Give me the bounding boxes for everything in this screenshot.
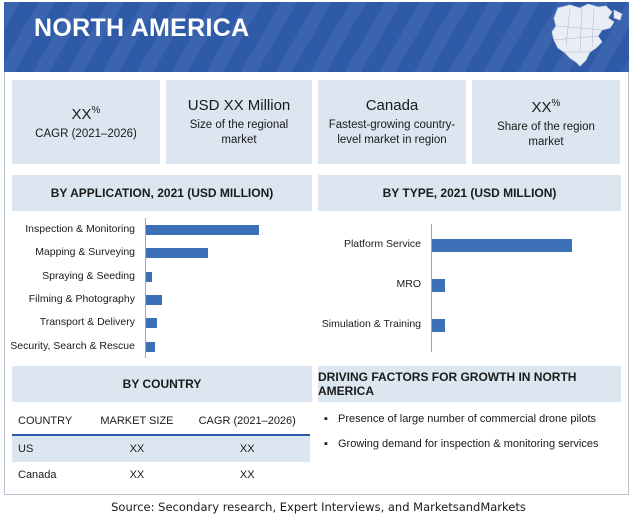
- factor-text: Growing demand for inspection & monitori…: [338, 438, 599, 450]
- application-bar: [146, 341, 155, 352]
- application-bar: [146, 248, 208, 259]
- cagr-card: XX% CAGR (2021–2026): [12, 80, 160, 164]
- type-bar: [432, 238, 572, 252]
- application-category-label: Mapping & Surveying: [35, 246, 135, 259]
- list-item: ▪ Presence of large number of commercial …: [324, 412, 637, 427]
- type-section-title: BY TYPE, 2021 (USD MILLION): [318, 175, 621, 211]
- market-size-value: USD XX Million: [187, 96, 291, 114]
- region-header: NORTH AMERICA: [4, 2, 629, 72]
- header-pattern: [4, 2, 629, 72]
- country-section-title: BY COUNTRY: [12, 366, 312, 402]
- list-item: ▪ Growing demand for inspection & monitor…: [324, 437, 637, 452]
- cagr-cell: XX: [184, 435, 310, 462]
- region-share-card: XX% Share of the region market: [472, 80, 620, 164]
- table-row: Canada XX XX: [12, 462, 310, 488]
- north-america-map-icon: [551, 3, 623, 67]
- fastest-country-value: Canada: [365, 96, 419, 114]
- country-name: Canada: [18, 469, 57, 481]
- application-section-title: BY APPLICATION, 2021 (USD MILLION): [12, 175, 312, 211]
- column-header-cagr: CAGR (2021–2026): [198, 415, 296, 427]
- factors-section-title: DRIVING FACTORS FOR GROWTH IN NORTH AMER…: [318, 366, 621, 402]
- country-table: COUNTRY MARKET SIZE CAGR (2021–2026) US …: [12, 408, 310, 488]
- region-share-value: XX: [531, 98, 552, 116]
- application-category-label: Filming & Photography: [28, 292, 135, 305]
- factor-text: Presence of large number of commercial d…: [338, 413, 597, 425]
- application-category-label: Security, Search & Rescue: [10, 339, 135, 352]
- cagr-caption: CAGR (2021–2026): [35, 128, 137, 140]
- region-share-unit: %: [551, 97, 561, 109]
- application-bar: [146, 271, 152, 282]
- application-bar: [146, 225, 259, 235]
- type-axis-line: [431, 224, 432, 352]
- type-bar: [432, 278, 445, 292]
- fastest-country-card: Canada Fastest-growing country-level mar…: [318, 80, 466, 164]
- bullet-icon: ▪: [324, 438, 328, 450]
- market-size-cell: XX: [89, 435, 185, 462]
- fastest-country-caption: Fastest-growing country-level market in …: [328, 118, 456, 146]
- table-row: US XX XX: [12, 435, 310, 462]
- application-axis-line: [145, 218, 146, 358]
- application-category-label: Transport & Delivery: [39, 316, 135, 329]
- type-bar: [432, 318, 445, 332]
- column-header-country: COUNTRY: [18, 415, 73, 427]
- column-header-market-size: MARKET SIZE: [100, 415, 174, 427]
- bullet-icon: ▪: [324, 413, 328, 425]
- factors-list: ▪ Presence of large number of commercial …: [322, 412, 637, 462]
- type-category-label: Platform Service: [343, 238, 421, 250]
- market-size-card: USD XX Million Size of the regional mark…: [166, 80, 312, 164]
- region-title: NORTH AMERICA: [34, 14, 250, 42]
- type-category-label: MRO: [396, 278, 422, 290]
- cagr-unit: %: [91, 105, 101, 116]
- application-bar: [146, 318, 157, 329]
- region-share-caption: Share of the region market: [497, 120, 595, 148]
- cagr-value: XX: [71, 106, 92, 123]
- application-category-label: Inspection & Monitoring: [25, 223, 135, 235]
- market-size-caption: Size of the regional market: [189, 118, 289, 146]
- cagr-cell: XX: [239, 469, 255, 481]
- application-category-label: Spraying & Seeding: [42, 269, 135, 282]
- country-table-header: COUNTRY MARKET SIZE CAGR (2021–2026): [12, 408, 310, 435]
- country-name: US: [12, 435, 90, 462]
- market-size-cell: XX: [129, 469, 145, 481]
- application-bar: [146, 294, 162, 305]
- type-category-label: Simulation & Training: [321, 318, 421, 330]
- source-note: Source: Secondary research, Expert Inter…: [111, 500, 526, 514]
